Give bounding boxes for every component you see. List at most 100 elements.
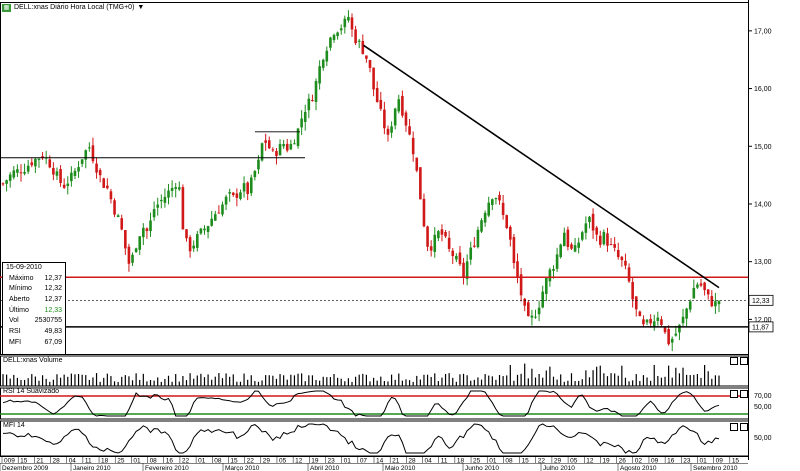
x-month-label: Dezembro 2009	[2, 465, 49, 471]
candle-body	[329, 37, 332, 48]
candle-body	[375, 88, 379, 102]
info-value: 12,37	[44, 296, 62, 304]
candle-body	[674, 333, 678, 336]
candle-body	[343, 18, 347, 28]
candle-body	[77, 167, 80, 172]
candle-body	[415, 157, 419, 171]
candle-body	[303, 111, 307, 122]
candle-body	[638, 311, 642, 317]
candle-body	[555, 254, 559, 269]
rsi-close-icon[interactable]	[740, 390, 748, 398]
info-label: Aberto	[9, 296, 30, 304]
candle-body	[321, 59, 325, 68]
price-panel-frame	[0, 2, 749, 355]
x-day-label: 19	[602, 458, 610, 465]
x-day-label: 11	[85, 458, 92, 465]
x-day-label: 08	[505, 458, 513, 465]
x-month-label: Maio 2010	[385, 465, 416, 471]
x-day-label: 28	[408, 458, 416, 465]
candle-body	[221, 204, 224, 215]
candle-body	[246, 182, 249, 194]
candle-body	[401, 95, 404, 116]
candle-body	[487, 202, 491, 216]
mfi-close-icon[interactable]	[740, 423, 748, 431]
x-day-label: 25	[473, 458, 481, 465]
candle-body	[5, 180, 8, 184]
candle-body	[458, 252, 462, 265]
candle-body	[559, 244, 562, 258]
info-label: RSI	[9, 328, 21, 336]
candle-body	[537, 307, 541, 315]
candle-body	[73, 170, 77, 176]
x-day-label: 18	[101, 458, 109, 465]
chart-logo-icon: ▦	[2, 3, 11, 12]
rsi-maximize-button[interactable]	[730, 390, 738, 398]
last-price-label-box	[748, 294, 774, 306]
candle-body	[138, 236, 142, 250]
candle-body	[433, 234, 437, 252]
candle-body	[55, 171, 59, 176]
candle-body	[422, 198, 426, 227]
candle-body	[656, 317, 660, 321]
candle-body	[339, 28, 343, 31]
candle-body	[476, 229, 480, 248]
candle-body	[120, 218, 124, 230]
candle-body	[419, 167, 422, 200]
candle-body	[30, 162, 34, 166]
candle-body	[465, 261, 469, 279]
candle-body	[217, 212, 221, 214]
x-day-label: 28	[53, 458, 61, 465]
y-tick-label: 12,00	[754, 317, 772, 324]
candle-body	[300, 118, 303, 128]
y-tick-label: 14,00	[754, 201, 772, 208]
candle-body	[134, 248, 138, 253]
candle-body	[192, 245, 195, 249]
mfi-maximize-button[interactable]	[730, 423, 738, 431]
title-dropdown-icon[interactable]: ▼	[137, 4, 145, 11]
x-day-label: 18	[457, 458, 465, 465]
candle-body	[447, 237, 451, 249]
volume-close-icon[interactable]	[740, 357, 748, 365]
info-value: 2530755	[34, 317, 62, 325]
candle-body	[285, 143, 289, 151]
info-box: 15-09-2010 Máximo 12,37 Mínimo 12,32 Abert…	[2, 262, 66, 355]
candle-body	[527, 302, 530, 317]
mfi-mid-label: 50,00	[754, 435, 772, 442]
candle-body	[66, 183, 70, 187]
candle-body	[408, 126, 411, 135]
rsi-panel-frame	[0, 387, 749, 420]
volume-maximize-button[interactable]	[730, 357, 738, 365]
candle-body	[242, 183, 246, 192]
candle-body	[19, 172, 23, 174]
candle-body	[267, 140, 271, 149]
candle-body	[62, 184, 66, 188]
chart-header: ▦ DELL:xnas Diário Hora Local (TMG+0) ▼	[2, 2, 144, 13]
x-day-label: 01	[344, 458, 352, 465]
candle-body	[660, 319, 663, 326]
x-day-label: 29	[554, 458, 562, 465]
candle-body	[386, 128, 390, 135]
info-row: MFI 67,09	[3, 338, 65, 349]
info-value: 49,83	[44, 328, 62, 336]
x-day-label: 009	[4, 458, 15, 465]
candle-body	[688, 301, 692, 310]
candle-body	[109, 191, 113, 200]
candle-body	[124, 230, 127, 249]
candle-body	[59, 169, 62, 183]
candle-body	[717, 301, 721, 305]
candle-body	[174, 187, 178, 189]
candle-body	[411, 137, 415, 155]
candle-body	[16, 169, 19, 173]
candle-body	[228, 192, 231, 194]
candle-body	[562, 232, 566, 247]
x-day-label: 14	[376, 458, 384, 465]
candle-body	[113, 200, 116, 215]
candle-body	[199, 228, 203, 234]
candle-body	[185, 229, 188, 239]
candle-body	[616, 250, 620, 258]
candle-body	[296, 128, 300, 147]
candle-body	[595, 227, 598, 235]
candle-body	[480, 220, 483, 232]
x-day-label: 22	[538, 458, 546, 465]
